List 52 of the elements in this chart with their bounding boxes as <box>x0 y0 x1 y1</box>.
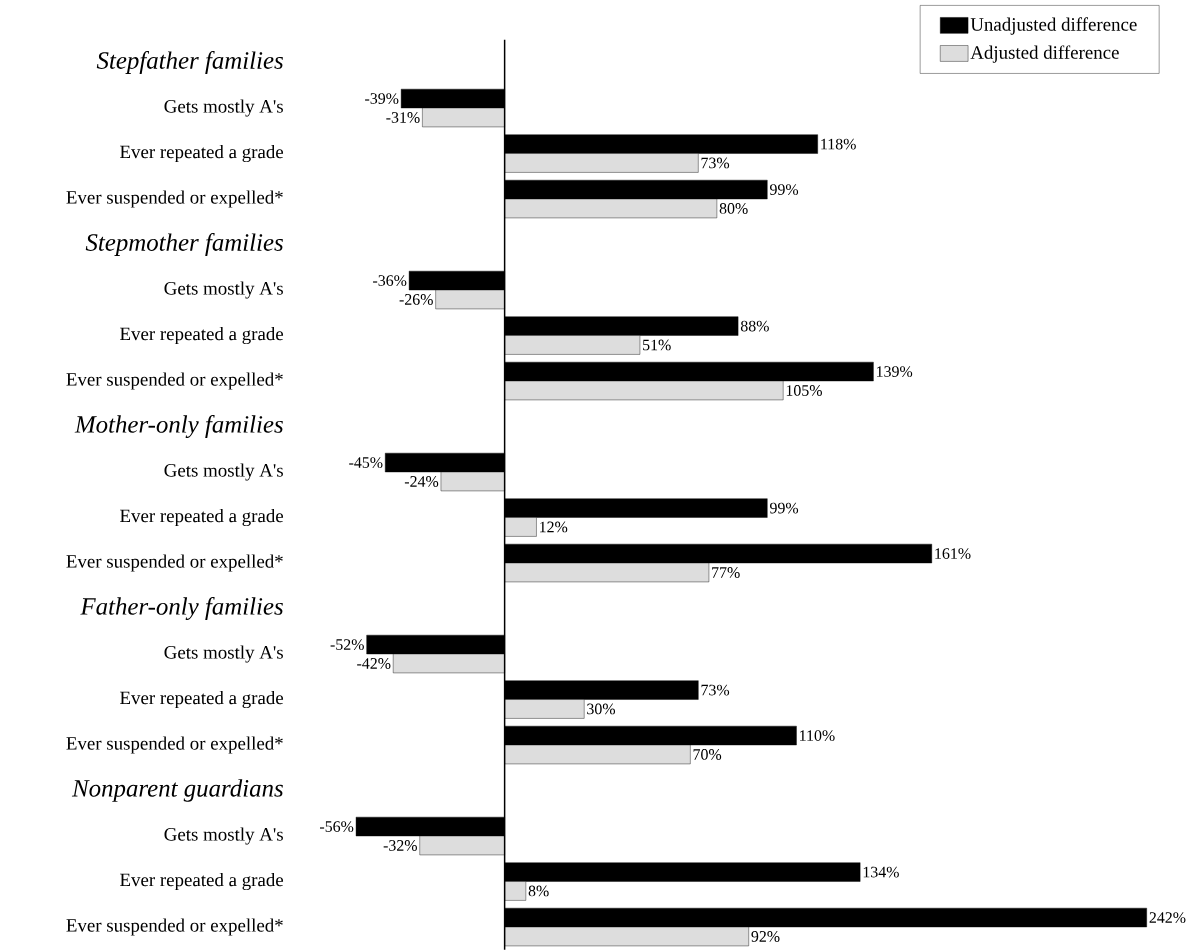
y-tick-label: Stepmother families <box>85 233 283 257</box>
data-label: 30% <box>587 703 616 715</box>
data-label: 88% <box>740 320 769 332</box>
data-label: 161% <box>935 548 971 560</box>
y-tick-label: Ever repeated a grade <box>120 509 284 527</box>
data-label: 12% <box>540 521 568 533</box>
data-label: -26% <box>399 294 433 305</box>
y-tick-label: Ever suspended or expelled* <box>66 736 283 754</box>
y-tick-label: Gets mostly A's <box>164 463 283 481</box>
data-label: -42% <box>357 658 391 669</box>
y-tick-label: Ever suspended or expelled* <box>66 372 283 390</box>
y-tick-label: Ever suspended or expelled* <box>66 918 283 936</box>
data-label: 110% <box>800 730 835 742</box>
y-tick-label: Gets mostly A's <box>164 99 283 117</box>
legend-label: Adjusted difference <box>970 45 1119 63</box>
data-label: 8% <box>528 885 549 897</box>
data-label: -24% <box>404 476 439 487</box>
data-label: 92% <box>751 931 780 942</box>
y-tick-label: Ever repeated a grade <box>120 145 284 163</box>
data-label: 139% <box>877 366 913 378</box>
data-label: -39% <box>365 93 399 105</box>
data-label: 51% <box>643 339 671 351</box>
y-tick-label: Ever repeated a grade <box>120 327 284 345</box>
y-tick-label: Nonparent guardians <box>71 779 283 802</box>
y-tick-label: Mother-only families <box>74 415 283 439</box>
y-tick-label: Father-only families <box>80 597 283 621</box>
data-label: 73% <box>701 684 730 696</box>
y-tick-label: Stepfather families <box>96 51 283 75</box>
y-tick-label: Ever repeated a grade <box>120 691 284 709</box>
y-tick-label: Gets mostly A's <box>164 827 283 845</box>
data-label: -56% <box>319 821 354 833</box>
legend-label: Unadjusted difference <box>970 17 1137 35</box>
data-label: -45% <box>349 457 383 469</box>
data-label: -52% <box>330 639 364 651</box>
y-tick-label: Gets mostly A's <box>164 645 283 663</box>
data-label: 242% <box>1149 912 1186 924</box>
data-label: 134% <box>863 866 899 878</box>
data-label: 99% <box>769 502 799 514</box>
data-label: 99% <box>769 184 799 196</box>
data-label: 70% <box>693 749 722 760</box>
y-tick-label: Ever repeated a grade <box>120 873 284 891</box>
y-tick-label: Ever suspended or expelled* <box>66 554 283 572</box>
data-label: 73% <box>701 157 730 169</box>
data-label: 118% <box>821 138 856 150</box>
data-label: -36% <box>373 275 407 287</box>
data-label: -32% <box>383 840 417 851</box>
y-tick-label: Gets mostly A's <box>164 281 283 299</box>
y-tick-label: Ever suspended or expelled* <box>66 190 283 208</box>
data-label: 80% <box>719 203 748 214</box>
data-label: -31% <box>386 112 420 123</box>
data-label: 105% <box>786 385 822 396</box>
data-label: 77% <box>712 567 740 578</box>
